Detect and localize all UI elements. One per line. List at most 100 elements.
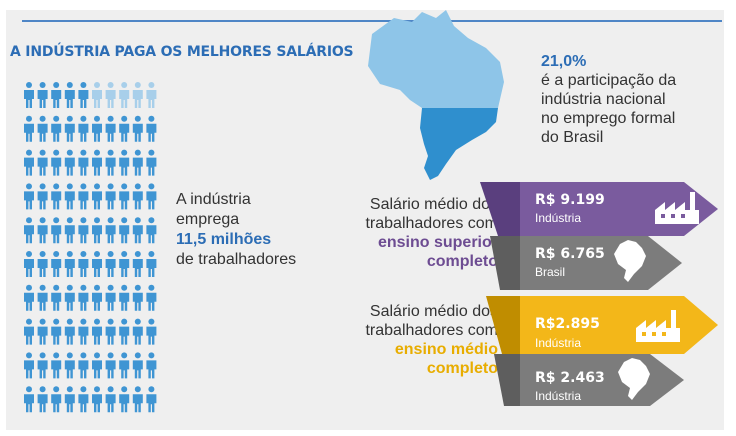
- employment-highlight: 11,5 milhões: [176, 231, 272, 248]
- person-icon: [119, 386, 130, 413]
- person-icon: [119, 183, 130, 210]
- person-icon: [132, 82, 143, 108]
- person-icon: [78, 183, 89, 210]
- person-icon: [146, 149, 157, 176]
- person-icon: [51, 149, 62, 176]
- share-line2: indústria nacional: [541, 91, 666, 108]
- person-icon: [146, 284, 157, 311]
- person-icon: [119, 251, 130, 277]
- salary-medio-industry-label: Indústria: [535, 336, 582, 350]
- salary-superior-line2: trabalhadores com: [365, 215, 498, 232]
- employment-caption: A indústria emprega 11,5 milhões de trab…: [176, 190, 296, 270]
- person-icon: [51, 115, 62, 142]
- industry-arrow-superior-shadow: [480, 182, 520, 236]
- factory-icon: [655, 192, 699, 224]
- person-icon: [51, 318, 62, 345]
- person-icon: [105, 386, 116, 413]
- person-icon: [146, 82, 157, 108]
- person-icon: [78, 251, 89, 277]
- person-icon: [92, 149, 102, 176]
- employment-line3: de trabalhadores: [176, 251, 297, 268]
- person-icon: [146, 251, 157, 277]
- person-icon: [132, 149, 143, 176]
- salary-superior-industry-value: R$ 9.199: [535, 192, 605, 208]
- brazil-arrow-medio-shadow: [494, 354, 520, 406]
- person-icon: [92, 115, 102, 142]
- person-icon: [37, 251, 48, 277]
- person-icon: [24, 386, 34, 413]
- person-icon: [146, 318, 157, 345]
- person-icon: [146, 115, 157, 142]
- person-icon: [119, 284, 130, 311]
- brazil-north-region: [368, 10, 504, 108]
- person-icon: [132, 352, 143, 379]
- salary-superior-line1: Salário médio dos: [369, 196, 498, 213]
- person-icon: [92, 82, 102, 108]
- person-icon: [78, 115, 89, 142]
- salary-medio-highlight2: completo: [426, 360, 498, 377]
- brazil-map-icon: [368, 10, 504, 180]
- person-icon: [51, 217, 62, 244]
- person-icon: [92, 386, 102, 413]
- person-icon: [105, 115, 116, 142]
- person-icon: [92, 217, 102, 244]
- person-icon: [51, 352, 62, 379]
- employment-line2: emprega: [176, 211, 240, 228]
- person-icon: [24, 115, 34, 142]
- salary-medio-highlight1: ensino médio: [394, 341, 498, 358]
- person-icon: [37, 149, 48, 176]
- factory-icon: [636, 310, 680, 342]
- person-icon: [24, 318, 34, 345]
- person-icon: [92, 284, 102, 311]
- salary-medio-line2: trabalhadores com: [365, 322, 498, 339]
- person-icon: [78, 318, 89, 345]
- person-icon: [132, 284, 143, 311]
- person-icon: [105, 251, 116, 277]
- industry-arrow-superior: [520, 182, 718, 236]
- person-icon: [119, 149, 130, 176]
- industry-arrow-medio-shadow: [486, 296, 520, 354]
- salary-superior-industry-label: Indústria: [535, 211, 582, 225]
- person-icon: [37, 115, 48, 142]
- salary-medio-brazil-label: Indústria: [535, 389, 582, 403]
- person-icon: [92, 251, 102, 277]
- person-icon: [146, 183, 157, 210]
- person-icon: [92, 183, 102, 210]
- person-icon: [132, 183, 143, 210]
- person-icon: [78, 149, 89, 176]
- person-icon: [64, 82, 75, 108]
- person-icon: [24, 82, 34, 108]
- salary-superior-highlight1: ensino superior: [377, 234, 498, 251]
- people-grid: [24, 82, 157, 413]
- person-icon: [51, 183, 62, 210]
- person-icon: [119, 217, 130, 244]
- share-line4: do Brasil: [541, 129, 604, 146]
- person-icon: [64, 149, 75, 176]
- person-icon: [105, 352, 116, 379]
- employment-line1: A indústria: [176, 191, 251, 208]
- person-icon: [132, 386, 143, 413]
- salary-superior-label: Salário médio dos trabalhadores com ensi…: [348, 195, 498, 271]
- brazil-arrow-superior-shadow: [490, 236, 520, 290]
- person-icon: [105, 284, 116, 311]
- person-icon: [146, 386, 157, 413]
- share-block: 21,0% é a participação da indústria naci…: [541, 52, 676, 147]
- person-icon: [92, 318, 102, 345]
- brazil-map-icon: [614, 240, 646, 282]
- person-icon: [51, 386, 62, 413]
- person-icon: [146, 217, 157, 244]
- person-icon: [105, 82, 116, 108]
- person-icon: [64, 115, 75, 142]
- person-icon: [37, 386, 48, 413]
- person-icon: [24, 149, 34, 176]
- salary-medio-line1: Salário médio dos: [369, 303, 498, 320]
- person-icon: [51, 284, 62, 311]
- person-icon: [105, 217, 116, 244]
- person-icon: [37, 318, 48, 345]
- person-icon: [78, 386, 89, 413]
- share-line1: é a participação da: [541, 72, 677, 89]
- person-icon: [119, 352, 130, 379]
- salary-medio-brazil-value: R$ 2.463: [535, 370, 605, 386]
- person-icon: [37, 352, 48, 379]
- person-icon: [64, 386, 75, 413]
